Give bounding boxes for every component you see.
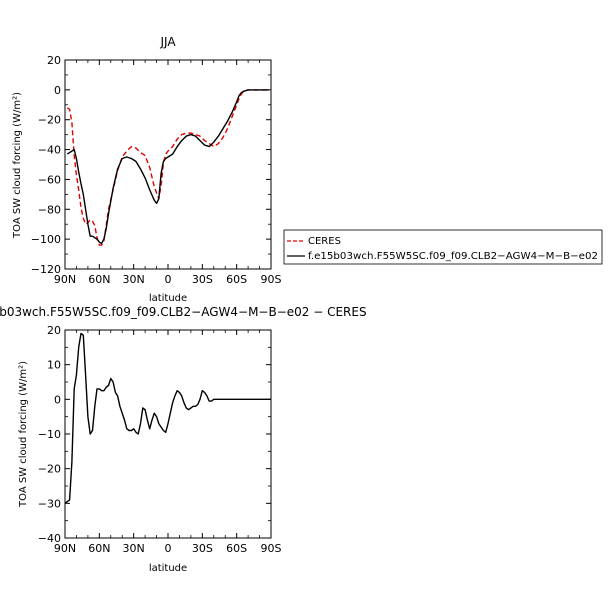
bottom-series-line-0 <box>64 332 271 504</box>
bottom-panel-title: f.e15b03wch.F55W5SC.f09_f09.CLB2−AGW4−M−… <box>0 305 367 319</box>
top-x-tick-label: 60N <box>88 273 110 286</box>
bottom-y-tick-label: 20 <box>47 324 61 337</box>
bottom-y-tick-label: −30 <box>38 497 61 510</box>
top-x-tick-label: 60S <box>226 273 247 286</box>
top-x-tick-label: 90S <box>261 273 282 286</box>
top-y-axis-label: TOA SW cloud forcing (W/m²) <box>12 92 23 239</box>
legend: CERES f.e15b03wch.F55W5SC.f09_f09.CLB2−A… <box>283 229 603 265</box>
legend-model-label: f.e15b03wch.F55W5SC.f09_f09.CLB2−AGW4−M−… <box>308 251 598 262</box>
top-y-tick-label: −80 <box>38 203 61 216</box>
bottom-x-tick-label: 90N <box>54 542 76 555</box>
legend-box <box>283 229 603 265</box>
top-y-tick-label: −20 <box>38 114 61 127</box>
bottom-y-tick-label: −40 <box>38 532 61 545</box>
bottom-x-tick-label: 60N <box>88 542 110 555</box>
top-panel-title: JJA <box>159 35 176 49</box>
top-series-line-1 <box>66 89 269 245</box>
bottom-y-axis-label: TOA SW cloud forcing (W/m²) <box>18 361 29 508</box>
bottom-x-tick-label: 90S <box>261 542 282 555</box>
legend-ceres-label: CERES <box>308 236 341 247</box>
top-x-tick-label: 0 <box>165 273 172 286</box>
top-y-tick-label: −60 <box>38 173 61 186</box>
top-series-line-0 <box>66 89 269 246</box>
bottom-x-tick-label: 30S <box>192 542 213 555</box>
top-y-tick-label: −120 <box>31 263 61 276</box>
top-x-tick-label: 30N <box>123 273 145 286</box>
top-y-tick-label: −40 <box>38 144 61 157</box>
bottom-x-tick-label: 0 <box>165 542 172 555</box>
bottom-x-axis-label: latitude <box>149 563 187 574</box>
top-y-tick-label: 0 <box>54 84 61 97</box>
bottom-y-tick-label: 10 <box>47 359 61 372</box>
bottom-y-tick-label: −20 <box>38 463 61 476</box>
bottom-panel: f.e15b03wch.F55W5SC.f09_f09.CLB2−AGW4−M−… <box>0 305 367 574</box>
top-panel: JJA 90N 60N 30N 0 30S 60S 90S 20 0 −20 −40 −60 −80 −1… <box>12 35 282 304</box>
bottom-y-tick-label: −10 <box>38 428 61 441</box>
top-y-tick-label: 20 <box>47 54 61 67</box>
top-x-tick-label: 90N <box>54 273 76 286</box>
bottom-y-tick-label: 0 <box>54 393 61 406</box>
bottom-x-tick-label: 60S <box>226 542 247 555</box>
top-y-tick-label: −100 <box>31 233 61 246</box>
top-x-tick-label: 30S <box>192 273 213 286</box>
bottom-plot-frame <box>64 329 272 539</box>
top-x-axis-label: latitude <box>149 293 187 304</box>
bottom-x-tick-label: 30N <box>123 542 145 555</box>
